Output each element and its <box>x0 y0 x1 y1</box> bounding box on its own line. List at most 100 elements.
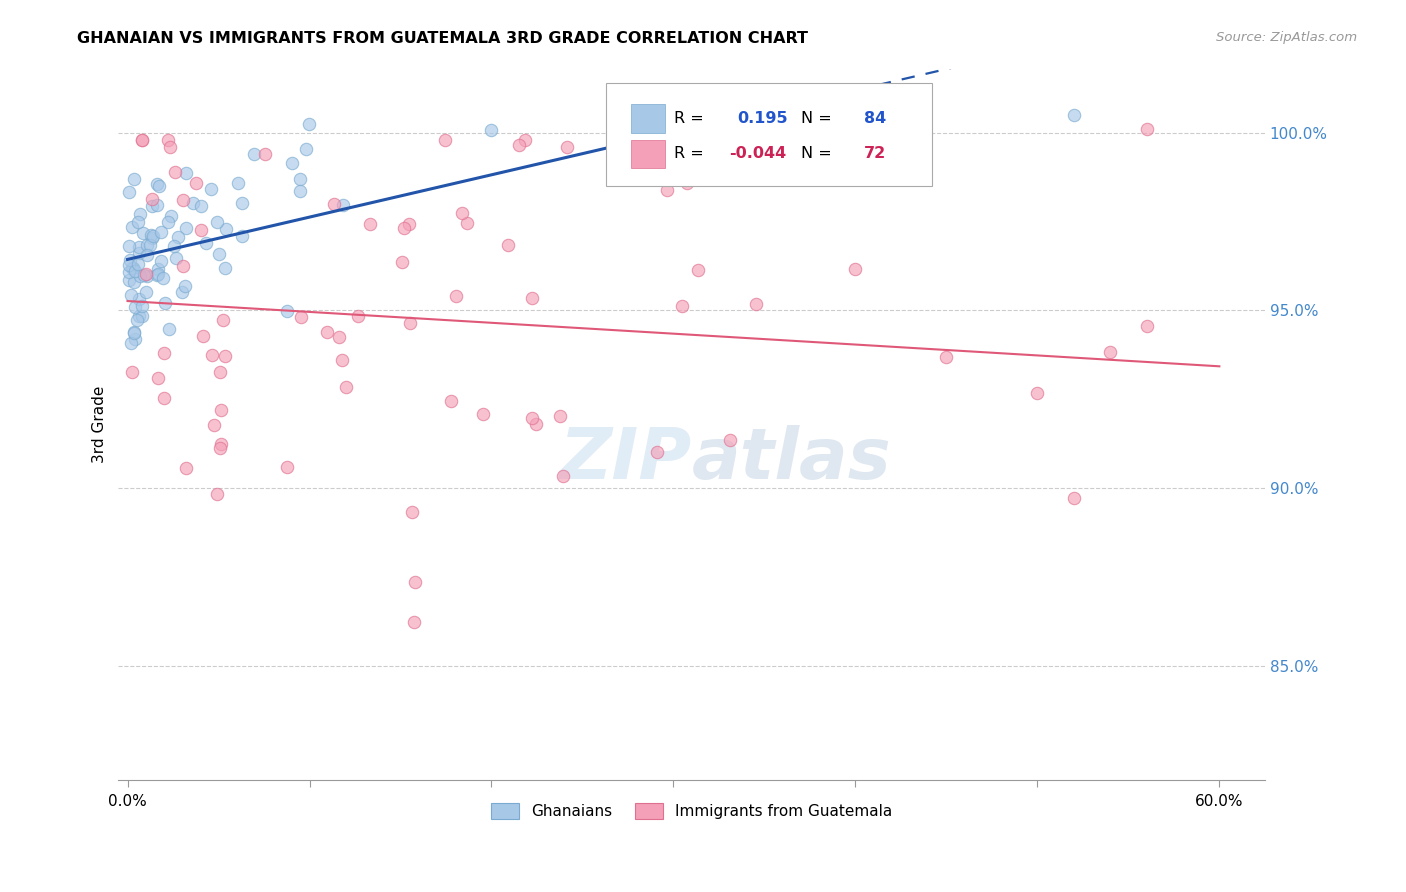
FancyBboxPatch shape <box>606 83 932 186</box>
Point <box>404 615 426 629</box>
Point <box>688 263 710 277</box>
Point <box>1135 318 1157 333</box>
Point <box>744 297 766 311</box>
Point <box>322 196 344 211</box>
Point <box>118 265 141 279</box>
Point <box>146 268 169 282</box>
Point <box>152 391 174 405</box>
Point <box>450 206 472 220</box>
Point <box>391 254 413 268</box>
Text: N =: N = <box>800 146 837 161</box>
Point <box>346 310 368 324</box>
Point <box>127 215 149 229</box>
Point <box>132 227 155 241</box>
Point <box>520 410 543 425</box>
Point <box>155 295 177 310</box>
Point <box>276 459 298 474</box>
Point <box>142 229 165 244</box>
Point <box>359 217 381 231</box>
Point <box>159 210 181 224</box>
Point <box>122 326 145 341</box>
Point <box>121 220 143 235</box>
Point <box>472 407 495 421</box>
Point <box>330 353 353 368</box>
Text: N =: N = <box>800 111 837 126</box>
Point <box>844 261 866 276</box>
Point <box>128 268 150 283</box>
Point <box>699 108 721 122</box>
Point <box>118 258 141 272</box>
Point <box>298 117 321 131</box>
Point <box>191 328 214 343</box>
Point <box>392 220 415 235</box>
Point <box>139 237 162 252</box>
Point <box>120 288 142 302</box>
Point <box>276 304 298 318</box>
Point <box>146 198 169 212</box>
Point <box>935 350 957 364</box>
Point <box>209 441 232 455</box>
Point <box>404 575 426 590</box>
Point <box>433 133 456 147</box>
Point <box>165 164 187 178</box>
Text: R =: R = <box>675 111 710 126</box>
Point <box>122 325 145 339</box>
Point <box>186 176 208 190</box>
Point <box>156 215 179 229</box>
Point <box>124 332 146 346</box>
Point <box>122 172 145 186</box>
Text: 84: 84 <box>863 111 886 126</box>
Text: Source: ZipAtlas.com: Source: ZipAtlas.com <box>1216 31 1357 45</box>
Point <box>401 505 423 519</box>
Point <box>118 272 141 286</box>
Point <box>496 238 519 252</box>
Point <box>1135 122 1157 136</box>
Point <box>209 436 232 450</box>
Point <box>200 348 222 362</box>
Point <box>328 330 350 344</box>
Point <box>157 322 180 336</box>
Point <box>118 186 141 200</box>
Point <box>208 247 231 261</box>
Point <box>122 275 145 289</box>
Point <box>148 268 170 282</box>
Point <box>146 262 169 277</box>
Y-axis label: 3rd Grade: 3rd Grade <box>93 385 107 463</box>
Point <box>555 140 578 154</box>
Point <box>135 285 157 300</box>
Point <box>156 133 179 147</box>
Text: atlas: atlas <box>692 425 891 494</box>
Point <box>128 310 150 324</box>
Point <box>295 142 318 156</box>
Point <box>332 198 354 212</box>
Point <box>135 238 157 252</box>
Point <box>136 269 159 284</box>
Point <box>174 166 197 180</box>
Point <box>290 172 312 186</box>
Point <box>128 246 150 260</box>
Point <box>718 433 741 447</box>
Point <box>159 140 181 154</box>
Point <box>456 216 478 230</box>
Point <box>190 199 212 213</box>
Point <box>149 253 172 268</box>
Point <box>207 215 229 229</box>
Point <box>209 402 232 417</box>
Point <box>231 195 253 210</box>
Point <box>122 261 145 276</box>
Point <box>398 316 420 330</box>
Point <box>1026 385 1049 400</box>
Point <box>141 231 163 245</box>
Point <box>131 133 153 147</box>
Point <box>316 326 339 340</box>
Point <box>440 393 463 408</box>
Text: 72: 72 <box>863 146 886 161</box>
Point <box>211 313 233 327</box>
Point <box>122 261 145 276</box>
Point <box>676 177 699 191</box>
Point <box>655 183 678 197</box>
Point <box>1063 491 1085 506</box>
Text: 0.195: 0.195 <box>738 111 789 126</box>
Point <box>243 147 266 161</box>
Point <box>128 292 150 306</box>
